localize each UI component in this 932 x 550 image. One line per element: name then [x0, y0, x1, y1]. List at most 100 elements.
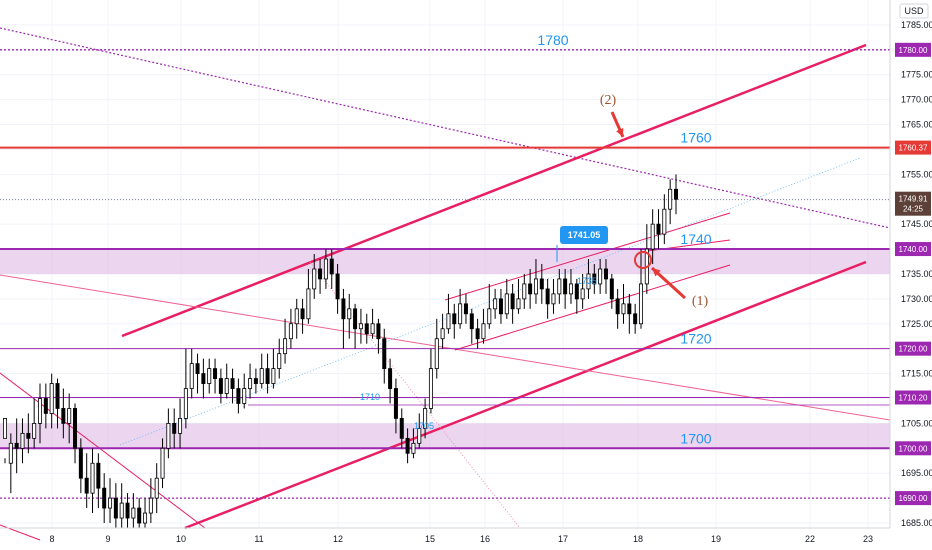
annotation-label: (2) [600, 93, 617, 108]
candle-body [61, 408, 66, 424]
candle-body [318, 268, 323, 280]
candle-body [172, 422, 177, 434]
candle-body [119, 502, 124, 519]
candle [201, 358, 206, 399]
candle [49, 373, 54, 429]
price-tick-label: 1730.00 [901, 294, 932, 304]
candle [393, 378, 398, 434]
candle [644, 224, 649, 294]
candle-body [411, 442, 416, 454]
candle [633, 303, 638, 334]
candle-body [393, 388, 398, 419]
candle-body [38, 398, 43, 424]
candle [178, 398, 183, 449]
candle-body [335, 273, 340, 300]
candle-body [148, 497, 153, 514]
candle-body [668, 188, 673, 210]
candle [306, 268, 311, 324]
callout-box [560, 226, 608, 244]
time-tick-label: 22 [805, 534, 815, 544]
candle [428, 348, 433, 414]
candle-body [364, 323, 369, 335]
candle-body [8, 442, 13, 464]
candle [14, 418, 19, 474]
candle-body [14, 442, 19, 449]
candle-body [26, 432, 31, 439]
price-tag-label: 1780.00 [899, 46, 928, 55]
level-label: 1780 [537, 32, 568, 48]
candle-body [347, 308, 352, 320]
candle [539, 264, 544, 304]
candle [650, 209, 655, 264]
candle [78, 438, 83, 494]
candle [475, 318, 480, 349]
candle-body [563, 278, 568, 295]
candle [388, 358, 393, 404]
price-tick-label: 1770.00 [901, 95, 932, 105]
candle [609, 273, 614, 309]
candle-body [300, 308, 305, 320]
candle-body [545, 288, 550, 305]
candle-body [84, 477, 89, 494]
price-tick-label: 1785.00 [901, 20, 932, 30]
candle-body [516, 298, 521, 310]
level-label: 1720 [680, 331, 711, 347]
candle-body [440, 328, 445, 340]
candle-body [43, 398, 48, 414]
candle [487, 283, 492, 329]
candle-body [236, 388, 241, 404]
time-tick-label: 10 [176, 534, 186, 544]
candle-body [242, 388, 247, 404]
candle-body [650, 223, 655, 250]
level-label: 1700 [680, 430, 711, 446]
candle-body [388, 368, 393, 389]
price-tick-label: 1715.00 [901, 369, 932, 379]
candle [545, 278, 550, 319]
price-tag [895, 390, 931, 405]
price-tag-label: 1710.20 [899, 393, 928, 402]
candle [67, 393, 72, 444]
price-tick-label: 1765.00 [901, 120, 932, 130]
candle-body [551, 293, 556, 305]
candle [364, 313, 369, 344]
price-tag [895, 341, 931, 356]
candle-body [201, 373, 206, 384]
candle [621, 283, 626, 324]
price-tag-label: 1720.00 [899, 345, 928, 354]
candle-body [358, 323, 363, 330]
price-tick-label: 1735.00 [901, 269, 932, 279]
small-level-label: 1705 [414, 421, 434, 431]
price-axis[interactable]: 1785.00 1775.00 1770.00 1765.00 1755.00 1745.… [889, 0, 932, 550]
countdown-label: 24:25 [903, 205, 924, 214]
candle [376, 318, 381, 354]
candle [323, 249, 328, 289]
candle-body [341, 298, 346, 320]
candles [3, 174, 679, 528]
candle [586, 259, 591, 299]
time-tick-label: 19 [711, 534, 721, 544]
candle-body [283, 338, 288, 355]
candle-body [218, 378, 223, 394]
candle [568, 268, 573, 304]
currency-badge[interactable] [899, 3, 929, 19]
candle [452, 303, 457, 339]
candle-body [475, 328, 480, 340]
candle [551, 278, 556, 314]
candle-body [96, 462, 101, 489]
candle-body [469, 313, 474, 330]
candle-body [405, 437, 410, 454]
candle [592, 264, 597, 294]
time-tick-label: 15 [425, 534, 435, 544]
price-tag [895, 42, 931, 57]
candle-body [253, 378, 258, 384]
candle [341, 288, 346, 349]
candle-body [108, 497, 113, 509]
candle-body [90, 462, 95, 494]
descending-dotted-trendline [0, 27, 891, 229]
candle-body [277, 353, 282, 370]
candle [183, 348, 188, 429]
time-axis[interactable]: 8 9 10 11 12 15 16 17 18 19 22 23 [0, 527, 890, 544]
candle [265, 353, 270, 394]
